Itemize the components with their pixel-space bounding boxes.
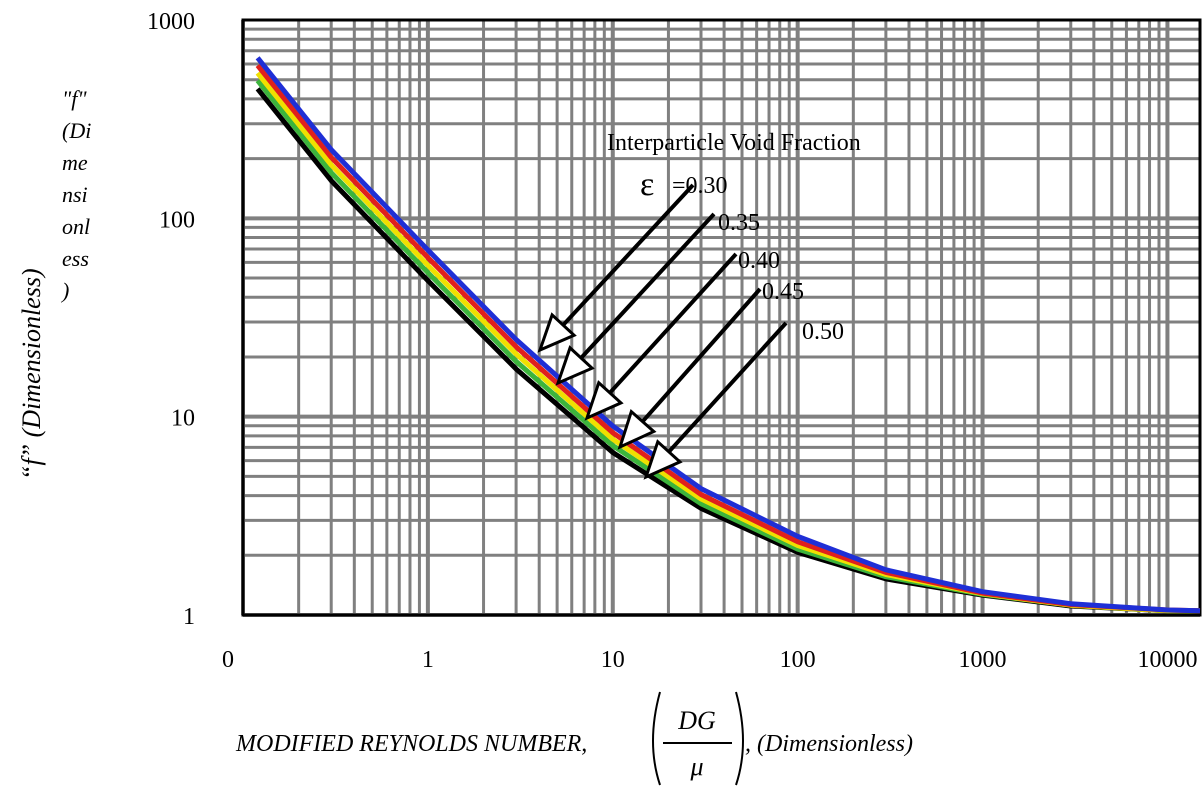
tick-labels: 0 1 10 100 1000 10000 1 10 100 1000 [147, 9, 1197, 673]
y-axis-label-wrapped-line: ess [62, 246, 89, 271]
legend-label-0.50: 0.50 [802, 319, 844, 345]
series-lines [255, 56, 1201, 614]
grid [241, 20, 1200, 617]
epsilon-symbol: ε [640, 166, 654, 203]
x-axis-label: MODIFIED REYNOLDS NUMBER, DG μ , (Dimens… [235, 691, 913, 786]
x-tick-label: 10000 [1137, 647, 1197, 673]
legend-label-0.30: =0.30 [672, 173, 728, 199]
y-tick-label: 1 [183, 604, 195, 630]
x-axis-label-prefix: MODIFIED REYNOLDS NUMBER, [235, 731, 587, 757]
y-axis-label-wrapped-line: (Di [62, 118, 91, 143]
series-line-0.30 [255, 56, 1201, 614]
legend-title: Interparticle Void Fraction [607, 130, 861, 156]
x-axis-label-suffix: , (Dimensionless) [745, 731, 913, 757]
y-tick-label: 10 [171, 406, 195, 432]
x-axis-label-numerator: DG [677, 706, 716, 735]
x-tick-label: 1 [422, 647, 434, 673]
legend-arrow-head [617, 408, 657, 450]
legend-arrow-shaft [667, 321, 788, 454]
legend-arrow-head [537, 312, 577, 353]
legend-arrow-shaft [561, 183, 695, 327]
legend-arrow-shaft [608, 252, 738, 395]
y-axis-label-wrapped-line: onl [62, 214, 90, 239]
x-tick-label: 10 [601, 647, 625, 673]
legend-arrow-head [584, 380, 624, 421]
x-tick-label: 100 [780, 647, 816, 673]
plot-frame [241, 18, 1202, 617]
x-tick-label: 0 [222, 647, 234, 673]
left-paren [652, 691, 661, 786]
legend: Interparticle Void Fraction ε =0.30 0.35… [607, 130, 861, 345]
x-axis-label-denominator: μ [689, 752, 703, 781]
y-tick-label: 100 [159, 207, 195, 233]
y-axis-label-wrapped-line: nsi [62, 182, 88, 207]
legend-label-0.45: 0.45 [762, 279, 804, 305]
legend-arrow-shaft [641, 287, 762, 423]
legend-label-0.35: 0.35 [718, 210, 760, 236]
y-tick-label: 1000 [147, 9, 195, 35]
legend-arrows [537, 183, 788, 480]
legend-label-0.40: 0.40 [738, 248, 780, 274]
y-axis-label-wrapped-line: me [62, 150, 88, 175]
legend-arrow-head [643, 439, 683, 480]
legend-arrow-head [555, 345, 595, 386]
x-tick-label: 1000 [959, 647, 1007, 673]
y-axis-label: “f” (Dimensionless) [17, 268, 46, 480]
legend-arrow-shaft [579, 212, 716, 360]
y-axis-label-wrapped-line: "f" [62, 86, 87, 111]
y-axis-label-wrapped-line: ) [60, 278, 69, 303]
right-paren [735, 691, 744, 786]
y-axis-label-wrapped: "f" (Di me nsi onl ess) [60, 86, 91, 303]
